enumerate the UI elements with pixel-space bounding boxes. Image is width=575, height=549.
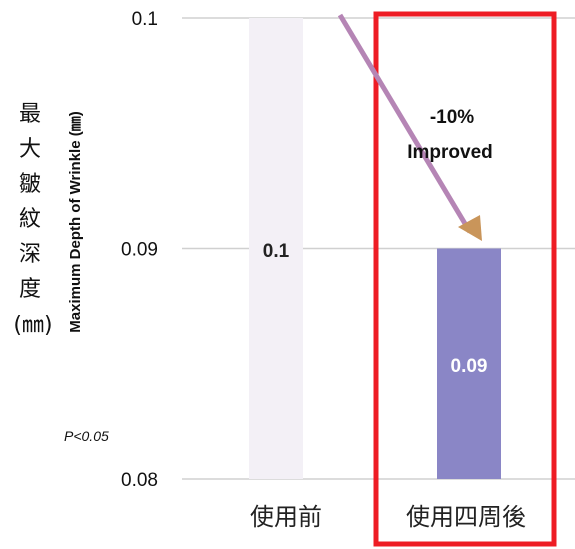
ylabel-unit: (㎜) (13, 313, 52, 338)
y-tick-label: 0.1 (132, 9, 158, 30)
data-label-after: 0.09 (451, 356, 488, 377)
ylabel-char: 皺 (19, 172, 41, 197)
y-tick-label: 0.09 (121, 240, 158, 261)
highlight-box (373, 11, 557, 547)
y-tick-labels: 0.08 0.09 0.1 (121, 9, 158, 491)
p-value-label: P<0.05 (64, 428, 109, 444)
ylabel-char: 最 (19, 102, 41, 127)
y-tick-label: 0.08 (121, 470, 158, 491)
annotation-improved: Improved (407, 142, 493, 163)
ylabel-char: 大 (19, 137, 41, 162)
bar-before (249, 18, 303, 479)
ylabel-char: 深 (19, 242, 41, 267)
ylabel-char: 度 (19, 277, 41, 302)
annotation-percent: -10% (430, 107, 474, 128)
y-axis-label-en: Maximum Depth of Wrinkle (㎜) (67, 111, 84, 332)
arrow-head-icon (458, 215, 482, 241)
ylabel-char: 紋 (19, 207, 41, 232)
data-label-before: 0.1 (263, 241, 290, 262)
y-axis-label-cjk: 最 大 皺 紋 深 度 (㎜) (13, 102, 52, 338)
category-label-after: 使用四周後 (406, 503, 526, 531)
bar-after-four-weeks (437, 248, 501, 479)
decrease-arrow-icon (337, 13, 473, 234)
category-label-before: 使用前 (250, 503, 322, 531)
